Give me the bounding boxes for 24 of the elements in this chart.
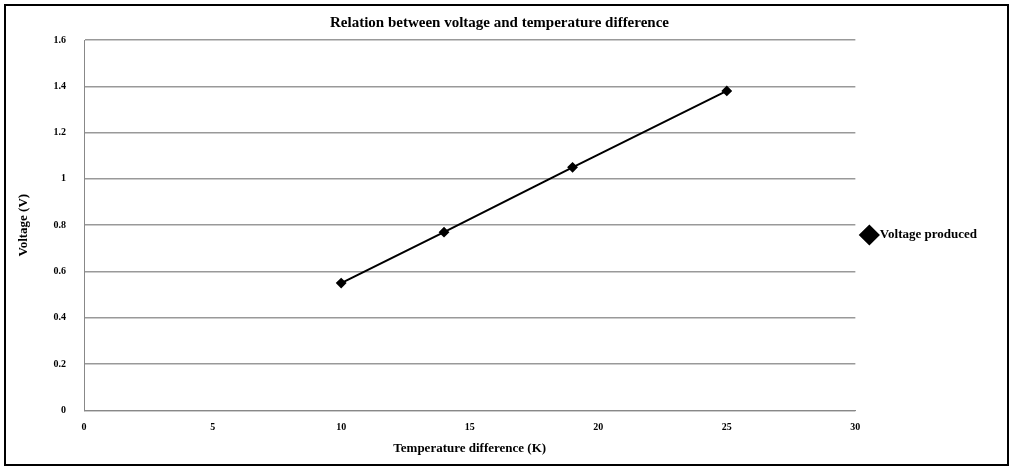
- x-tick-label: 30: [850, 420, 861, 432]
- y-axis-title: Voltage (V): [15, 193, 31, 257]
- y-tick-label: 0.4: [53, 311, 67, 323]
- y-tick-label: 1.4: [53, 79, 67, 91]
- x-tick-label: 10: [336, 420, 347, 432]
- y-tick-label: 0.8: [53, 218, 67, 230]
- x-tick-label: 15: [464, 420, 475, 432]
- y-tick-label: 1.2: [53, 126, 67, 138]
- x-tick-label: 5: [210, 420, 216, 432]
- y-tick-label: 0: [61, 403, 67, 415]
- point: [439, 227, 450, 238]
- x-tick-label: 25: [721, 420, 732, 432]
- y-tick-label: 0.6: [53, 265, 67, 277]
- x-axis-title: Temperature difference (K): [393, 439, 547, 455]
- point: [336, 278, 347, 289]
- legend-label: Voltage produced: [879, 226, 978, 242]
- point: [721, 85, 732, 96]
- point: [567, 162, 578, 173]
- y-tick-label: 1.6: [53, 33, 67, 45]
- x-tick-label: 0: [81, 420, 87, 432]
- x-tick-label: 20: [593, 420, 604, 432]
- y-tick-label: 1: [61, 172, 67, 184]
- chart-title: Relation between voltage and temperature difference: [330, 13, 670, 30]
- y-tick-label: 0.2: [53, 357, 67, 369]
